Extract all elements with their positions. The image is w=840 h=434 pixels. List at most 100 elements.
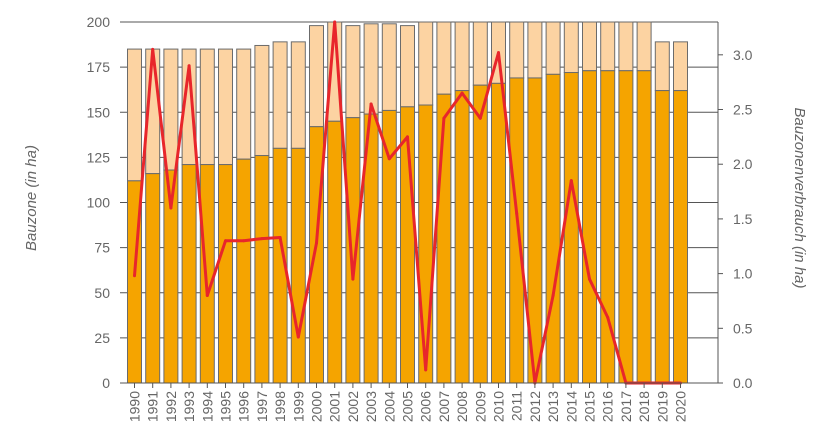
bar-upper-segment <box>418 21 434 106</box>
y-tick-label-right: 0.5 <box>733 320 753 336</box>
x-tick-label: 2019 <box>654 391 670 422</box>
x-tick-label: 2017 <box>618 391 634 422</box>
consumption-point <box>333 20 337 24</box>
consumption-point <box>224 239 227 243</box>
consumption-line <box>133 20 682 385</box>
bar-upper-segment <box>509 21 525 79</box>
x-tick-label: 1998 <box>272 391 288 422</box>
consumption-point <box>406 135 409 139</box>
x-tick-label: 2018 <box>636 391 652 422</box>
bar-upper-segment <box>654 41 670 92</box>
y-tick-label-left: 75 <box>94 240 110 256</box>
bar-lower-segment <box>309 126 324 384</box>
consumption-point <box>515 211 519 215</box>
bar-lower-segment <box>618 70 634 384</box>
consumption-point <box>169 206 173 210</box>
y-tick-label-right: 2.5 <box>733 102 753 118</box>
x-tick-label: 2001 <box>327 391 343 422</box>
x-tick-label: 1996 <box>236 391 252 422</box>
x-tick-label: 2014 <box>563 391 579 422</box>
bar-upper-segment <box>254 44 270 157</box>
y-tick-label-left: 150 <box>87 104 111 120</box>
consumption-point <box>497 51 500 55</box>
x-tick-label: 2020 <box>673 391 689 422</box>
bar-upper-segment <box>163 48 179 171</box>
bar-upper-segment <box>527 21 543 79</box>
bar-upper-segment <box>127 48 142 182</box>
x-tick-label: 2015 <box>582 391 598 422</box>
consumption-point <box>551 293 555 297</box>
bar-lower-segment <box>454 90 470 384</box>
consumption-point <box>569 179 573 183</box>
bar-lower-segment <box>345 117 361 384</box>
bar-upper-segment <box>545 21 561 75</box>
y-axis-title-left: Bauzone (in ha) <box>23 145 40 251</box>
y-tick-label-right: 2.0 <box>733 156 753 172</box>
x-tick-label: 2013 <box>545 391 561 422</box>
x-tick-label: 2012 <box>527 391 543 422</box>
consumption-point <box>606 315 610 319</box>
consumption-point <box>442 116 446 120</box>
consumption-point <box>296 335 300 339</box>
y-tick-label-left: 125 <box>87 149 111 165</box>
bar-upper-segment <box>236 48 252 160</box>
bar-lower-segment <box>491 82 506 384</box>
axes: 0 25 50 75 100 125 150 175 200 0.0 0.5 1.0 1.5 2.0 2.5… <box>87 14 753 422</box>
y-tick-label-left: 200 <box>87 14 111 30</box>
y-tick-label-left: 175 <box>87 59 111 75</box>
x-tick-label: 2003 <box>363 391 379 422</box>
x-tick-label: 2011 <box>509 391 525 421</box>
bar-lower-segment <box>181 164 197 384</box>
bar-lower-segment <box>472 84 488 384</box>
bar-upper-segment <box>563 21 579 74</box>
consumption-point <box>151 47 155 51</box>
consumption-point <box>133 274 136 278</box>
bar-upper-segment <box>381 23 397 111</box>
consumption-point <box>387 157 391 161</box>
consumption-point <box>260 237 264 241</box>
bar-upper-segment <box>618 21 634 72</box>
bar-lower-segment <box>545 73 561 384</box>
x-tick-label: 2000 <box>309 391 325 422</box>
x-tick-label: 2016 <box>600 391 616 422</box>
bar-lower-segment <box>254 155 270 384</box>
x-tick-label: 1991 <box>145 391 161 422</box>
bars <box>127 21 688 384</box>
bar-lower-segment <box>218 164 233 384</box>
x-tick-label: 2002 <box>345 391 361 422</box>
bar-upper-segment <box>199 48 215 166</box>
bar-lower-segment <box>327 120 343 384</box>
bar-lower-segment <box>673 90 688 384</box>
consumption-point <box>315 241 318 245</box>
bar-lower-segment <box>509 77 525 384</box>
x-tick-label: 2007 <box>436 391 452 422</box>
bar-upper-segment <box>454 21 470 92</box>
consumption-point <box>460 91 464 95</box>
x-tick-label: 2009 <box>472 391 488 422</box>
bar-lower-segment <box>290 147 306 384</box>
y-tick-label-right: 0.0 <box>733 375 753 391</box>
y-axis-title-right: Bauzonenverbrauch (in ha) <box>791 108 808 289</box>
consumption-point <box>187 64 191 68</box>
bar-upper-segment <box>345 25 361 119</box>
y-tick-label-right: 1.0 <box>733 266 753 282</box>
bar-lower-segment <box>636 70 652 384</box>
bar-lower-segment <box>199 164 215 384</box>
y-tick-label-left: 50 <box>94 285 110 301</box>
bar-upper-segment <box>290 41 306 149</box>
y-tick-label-right: 1.5 <box>733 211 753 227</box>
bar-lower-segment <box>145 173 161 384</box>
consumption-point <box>205 293 209 297</box>
x-tick-label: 1993 <box>181 391 197 422</box>
bar-upper-segment <box>636 21 652 72</box>
bar-upper-segment <box>436 21 452 95</box>
y-tick-label-left: 100 <box>87 195 111 211</box>
bar-upper-segment <box>272 41 288 149</box>
x-tick-label: 1992 <box>163 391 179 422</box>
x-tick-label: 2008 <box>454 391 470 422</box>
x-tick-label: 1990 <box>127 391 143 422</box>
x-tick-label: 2004 <box>381 391 397 422</box>
x-tick-label: 2006 <box>418 391 434 422</box>
bar-lower-segment <box>563 72 579 384</box>
